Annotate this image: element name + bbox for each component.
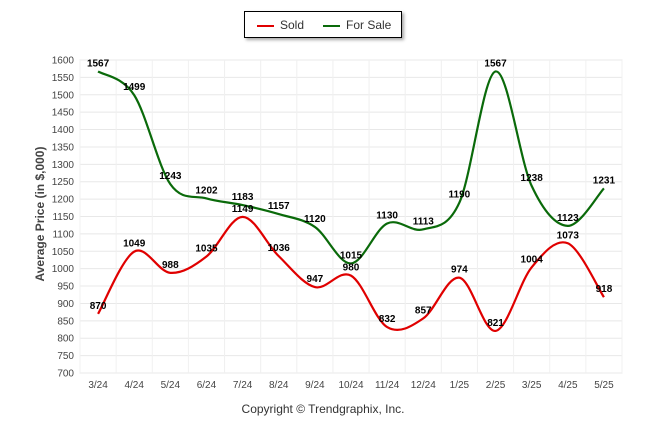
legend-sold-swatch — [257, 25, 274, 27]
x-tick-label: 11/24 — [375, 380, 400, 391]
y-tick-label: 1450 — [52, 108, 75, 119]
data-label-sold: 1004 — [521, 254, 544, 265]
data-label-for-sale: 1499 — [123, 82, 146, 93]
x-tick-label: 6/24 — [197, 380, 217, 391]
data-label-sold: 857 — [415, 305, 432, 316]
y-tick-label: 750 — [57, 351, 74, 362]
x-tick-label: 5/25 — [594, 380, 614, 391]
data-label-sold: 980 — [343, 263, 360, 274]
data-label-sold: 974 — [451, 265, 468, 276]
data-label-for-sale: 1123 — [557, 213, 579, 224]
y-tick-label: 1550 — [52, 73, 75, 84]
data-label-sold: 947 — [307, 274, 324, 285]
data-label-sold: 918 — [596, 284, 613, 295]
y-tick-label: 700 — [57, 369, 74, 380]
data-label-sold: 870 — [90, 301, 107, 312]
data-label-for-sale: 1130 — [376, 210, 398, 221]
legend-forsale-swatch — [323, 25, 340, 27]
y-tick-label: 1250 — [52, 177, 75, 188]
legend-forsale-label: For Sale — [346, 18, 392, 32]
x-tick-label: 12/24 — [411, 380, 436, 391]
y-tick-label: 1600 — [52, 56, 75, 67]
copyright-footer: Copyright © Trendgraphix, Inc. — [241, 402, 405, 416]
x-tick-label: 3/24 — [88, 380, 108, 391]
y-tick-label: 1050 — [52, 247, 75, 258]
data-label-sold: 832 — [379, 314, 396, 325]
y-tick-label: 900 — [57, 299, 74, 310]
y-tick-label: 1200 — [52, 195, 75, 206]
y-tick-label: 1400 — [52, 125, 75, 136]
x-tick-label: 9/24 — [305, 380, 325, 391]
series-line-sold — [97, 215, 605, 333]
y-tick-label: 850 — [57, 316, 74, 327]
y-tick-label: 1000 — [52, 264, 75, 275]
x-tick-label: 3/25 — [522, 380, 542, 391]
data-label-for-sale: 1567 — [484, 58, 507, 69]
x-tick-label: 1/25 — [450, 380, 470, 391]
y-tick-label: 1350 — [52, 142, 75, 153]
series-line-for-sale — [97, 70, 605, 265]
data-label-for-sale: 1183 — [232, 192, 254, 203]
x-tick-label: 5/24 — [161, 380, 181, 391]
data-label-for-sale: 1190 — [449, 190, 471, 201]
data-label-sold: 1049 — [123, 239, 146, 250]
x-tick-label: 10/24 — [338, 380, 363, 391]
y-tick-label: 800 — [57, 334, 74, 345]
data-label-sold: 988 — [162, 260, 179, 271]
data-label-for-sale: 1243 — [159, 171, 182, 182]
data-label-sold: 1036 — [268, 243, 291, 254]
data-label-for-sale: 1231 — [593, 175, 616, 186]
data-label-sold: 1035 — [195, 243, 218, 254]
x-tick-label: 7/24 — [233, 380, 253, 391]
y-axis-label: Average Price (in $,000) — [33, 146, 47, 282]
data-label-sold: 1073 — [557, 230, 580, 241]
data-label-for-sale: 1113 — [413, 216, 435, 227]
legend-sold-label: Sold — [280, 18, 305, 32]
data-label-for-sale: 1202 — [195, 185, 218, 196]
data-label-for-sale: 1157 — [268, 201, 290, 212]
x-tick-label: 8/24 — [269, 380, 289, 391]
y-tick-label: 1150 — [52, 212, 74, 223]
y-tick-label: 950 — [57, 282, 74, 293]
y-tick-label: 1100 — [52, 229, 74, 240]
x-tick-label: 2/25 — [486, 380, 506, 391]
y-tick-label: 1500 — [52, 90, 75, 101]
data-label-sold: 821 — [487, 318, 504, 329]
y-tick-label: 1300 — [52, 160, 75, 171]
legend: Sold For Sale — [244, 11, 402, 38]
data-label-sold: 1149 — [232, 204, 254, 215]
x-tick-label: 4/24 — [124, 380, 144, 391]
data-label-for-sale: 1238 — [521, 173, 544, 184]
data-label-for-sale: 1567 — [87, 58, 110, 69]
data-label-for-sale: 1120 — [304, 214, 326, 225]
data-label-for-sale: 1015 — [340, 250, 363, 261]
x-tick-label: 4/25 — [558, 380, 578, 391]
